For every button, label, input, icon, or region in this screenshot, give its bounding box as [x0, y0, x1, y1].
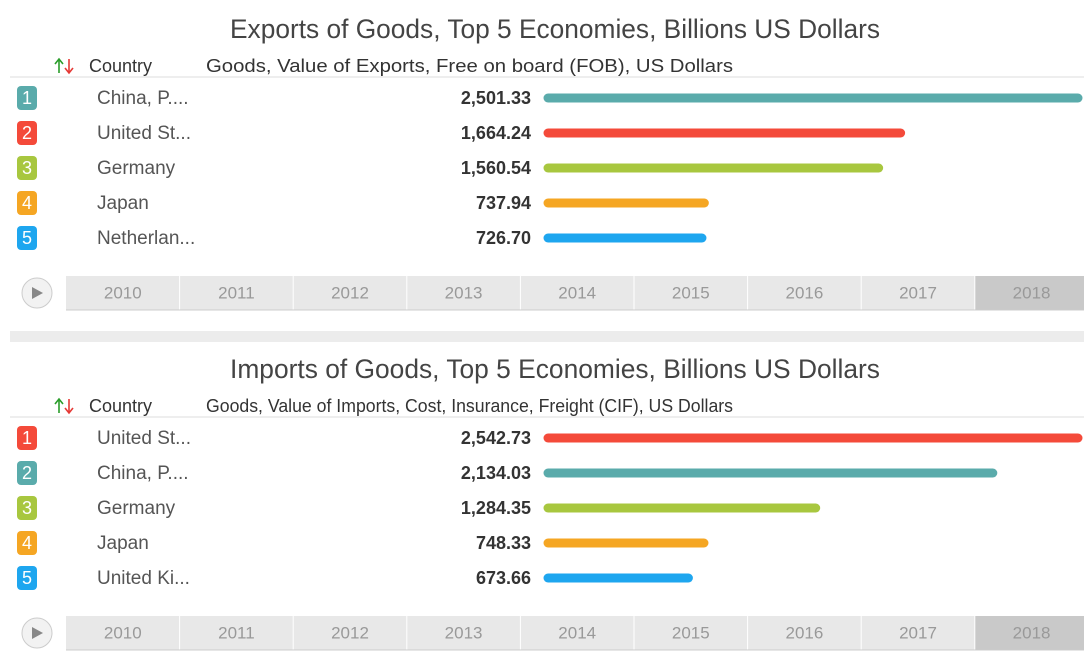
value-label: 2,501.33: [461, 88, 531, 108]
year-label[interactable]: 2017: [899, 623, 937, 642]
sort-icon-down[interactable]: [64, 59, 74, 75]
year-label[interactable]: 2014: [558, 623, 596, 642]
year-label[interactable]: 2014: [558, 283, 596, 302]
year-label[interactable]: 2013: [445, 283, 483, 302]
rank-number: 5: [22, 228, 32, 248]
rank-number: 5: [22, 568, 32, 588]
value-label: 737.94: [476, 193, 531, 213]
rank-number: 3: [22, 498, 32, 518]
rank-badge: [17, 226, 37, 250]
year-label[interactable]: 2017: [899, 283, 937, 302]
timeline: [66, 276, 1084, 310]
country-name[interactable]: Germany: [97, 158, 176, 179]
country-name[interactable]: Japan: [97, 533, 149, 554]
rank-badge: [17, 191, 37, 215]
timeline: [66, 616, 1084, 650]
year-label[interactable]: 2010: [104, 283, 142, 302]
value-label: 673.66: [476, 568, 531, 588]
year-label[interactable]: 2013: [445, 623, 483, 642]
play-icon: [32, 287, 43, 299]
country-name[interactable]: Japan: [97, 193, 149, 214]
timeline-active: [974, 616, 1084, 650]
year-label[interactable]: 2012: [331, 623, 369, 642]
country-name[interactable]: China, P....: [97, 463, 189, 484]
value-label: 726.70: [476, 228, 531, 248]
ranking-panel: Imports of Goods, Top 5 Economies, Billi…: [10, 354, 1084, 651]
rank-badge: [17, 461, 37, 485]
rank-number: 1: [22, 428, 32, 448]
country-name[interactable]: Germany: [97, 498, 176, 519]
play-icon: [32, 627, 43, 639]
country-name[interactable]: Netherlan...: [97, 228, 195, 249]
year-label[interactable]: 2011: [218, 623, 255, 642]
value-label: 748.33: [476, 533, 531, 553]
year-label[interactable]: 2015: [672, 623, 710, 642]
value-label: 1,560.54: [461, 158, 531, 178]
separator: [10, 331, 1084, 342]
rank-number: 4: [22, 193, 32, 213]
column-header[interactable]: Country: [89, 396, 152, 416]
column-header[interactable]: Goods, Value of Imports, Cost, Insurance…: [206, 396, 733, 416]
value-label: 1,664.24: [461, 123, 531, 143]
ranking-panel: Exports of Goods, Top 5 Economies, Billi…: [10, 14, 1084, 311]
rank-badge: [17, 426, 37, 450]
value-label: 2,542.73: [461, 428, 531, 448]
rank-badge: [17, 531, 37, 555]
timeline-active: [974, 276, 1084, 310]
country-name[interactable]: United Ki...: [97, 568, 190, 589]
year-label[interactable]: 2016: [785, 283, 823, 302]
rank-badge: [17, 121, 37, 145]
country-name[interactable]: United St...: [97, 428, 191, 449]
year-label[interactable]: 2018: [1013, 283, 1051, 302]
rank-number: 4: [22, 533, 32, 553]
sort-icon-down[interactable]: [64, 399, 74, 415]
country-name[interactable]: China, P....: [97, 88, 189, 109]
rank-badge: [17, 496, 37, 520]
value-label: 1,284.35: [461, 498, 531, 518]
country-name[interactable]: United St...: [97, 123, 191, 144]
rank-badge: [17, 156, 37, 180]
year-label[interactable]: 2016: [785, 623, 823, 642]
year-label[interactable]: 2018: [1013, 623, 1051, 642]
year-label[interactable]: 2010: [104, 623, 142, 642]
panel-title: Exports of Goods, Top 5 Economies, Billi…: [230, 14, 880, 44]
year-label[interactable]: 2015: [672, 283, 710, 302]
column-header[interactable]: Country: [89, 56, 152, 76]
column-header[interactable]: Goods, Value of Exports, Free on board (…: [206, 56, 733, 76]
rank-number: 2: [22, 463, 32, 483]
year-label[interactable]: 2011: [218, 283, 255, 302]
rank-badge: [17, 566, 37, 590]
rank-number: 1: [22, 88, 32, 108]
rank-number: 3: [22, 158, 32, 178]
rank-badge: [17, 86, 37, 110]
sort-icon-up[interactable]: [54, 57, 64, 73]
panel-title: Imports of Goods, Top 5 Economies, Billi…: [230, 354, 880, 384]
year-label[interactable]: 2012: [331, 283, 369, 302]
sort-icon-up[interactable]: [54, 397, 64, 413]
rank-number: 2: [22, 123, 32, 143]
value-label: 2,134.03: [461, 463, 531, 483]
